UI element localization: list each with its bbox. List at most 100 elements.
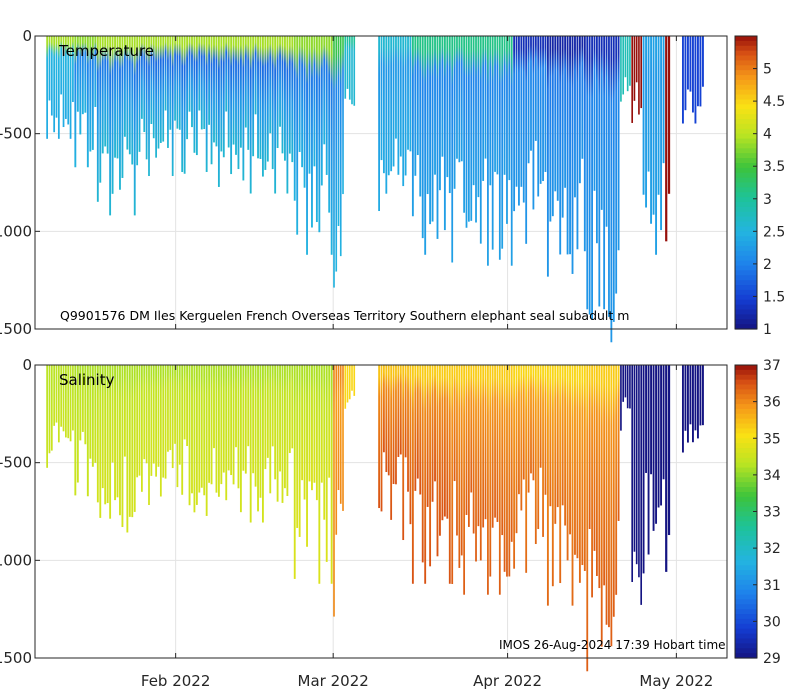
temperature-profile bbox=[554, 36, 557, 192]
salinity-profile bbox=[419, 365, 422, 495]
deployment-annotation: Q9901576 DM Iles Kerguelen French Overse… bbox=[60, 308, 629, 323]
salinity-profile bbox=[546, 365, 549, 606]
temperature-profile bbox=[544, 36, 547, 172]
temperature-profile bbox=[232, 36, 235, 145]
temperature-profile bbox=[660, 36, 663, 231]
temperature-panel: 0 -500 -1000 -1500 Temperature Q9901576 DM Il… bbox=[0, 27, 728, 343]
salinity-profile bbox=[689, 365, 692, 425]
temperature-colorbar-cell bbox=[735, 45, 757, 52]
salinity-profile bbox=[566, 365, 569, 561]
temperature-profile bbox=[106, 36, 109, 154]
salinity-profile bbox=[477, 365, 480, 527]
temperature-profile bbox=[193, 36, 196, 153]
salinity-profile bbox=[624, 365, 627, 398]
temperature-profile bbox=[470, 36, 473, 221]
salinity-profile bbox=[337, 365, 340, 491]
salinity-profile bbox=[104, 365, 107, 505]
temperature-profile bbox=[244, 36, 247, 128]
temperature-colorbar-cell bbox=[735, 162, 757, 169]
salinity-profile bbox=[205, 365, 208, 516]
salinity-colorbar-cell bbox=[735, 594, 757, 600]
salinity-profile bbox=[571, 365, 574, 606]
temperature-profile bbox=[145, 36, 148, 160]
salinity-colorbar-cell bbox=[735, 618, 757, 625]
temperature-colorbar-cell bbox=[735, 197, 757, 203]
temperature-profile bbox=[385, 36, 388, 194]
salinity-profile bbox=[230, 365, 233, 476]
temperature-profile bbox=[69, 36, 72, 139]
salinity-profile bbox=[491, 365, 494, 528]
xtick-label: Feb 2022 bbox=[141, 672, 211, 690]
salinity-profile bbox=[465, 365, 468, 515]
salinity-colorbar-cell bbox=[735, 521, 757, 527]
salinity-profile bbox=[496, 365, 499, 522]
temperature-profile bbox=[188, 36, 191, 112]
salinity-profile bbox=[612, 365, 615, 617]
salinity-profile bbox=[392, 365, 395, 484]
salinity-profile bbox=[247, 365, 250, 447]
temperature-profile bbox=[227, 36, 230, 148]
temperature-profile bbox=[116, 36, 119, 159]
temperature-profile bbox=[141, 36, 143, 119]
salinity-profile bbox=[215, 365, 218, 493]
salinity-profile bbox=[193, 365, 196, 513]
temperature-profile bbox=[281, 36, 284, 154]
salinity-profile bbox=[460, 365, 463, 556]
salinity-profile bbox=[208, 365, 211, 483]
salinity-profile bbox=[353, 365, 356, 396]
temperature-profile bbox=[645, 36, 648, 208]
salinity-profile bbox=[84, 365, 87, 445]
temperature-profile bbox=[198, 36, 201, 111]
temperature-profile bbox=[164, 36, 167, 111]
salinity-profile bbox=[467, 365, 470, 527]
temperature-profile bbox=[200, 36, 203, 130]
salinity-colorbar-cell bbox=[735, 379, 757, 386]
temperature-colorbar-cell bbox=[735, 319, 757, 325]
temperature-profile bbox=[546, 36, 549, 277]
salinity-colorbar-cell bbox=[735, 540, 757, 547]
salinity-colorbar-cell bbox=[735, 609, 757, 615]
temperature-colorbar-cell bbox=[735, 241, 757, 247]
temperature-profile bbox=[181, 36, 184, 173]
temperature-profile bbox=[426, 36, 429, 195]
temperature-profile bbox=[409, 36, 412, 152]
temperature-profile bbox=[155, 36, 157, 158]
temperature-colorbar-cell bbox=[735, 40, 757, 47]
temperature-profile bbox=[333, 36, 335, 288]
temperature-profile bbox=[489, 36, 492, 186]
salinity-profile bbox=[99, 365, 102, 518]
temperature-profile bbox=[578, 36, 581, 184]
temperature-profile bbox=[328, 36, 331, 213]
salinity-profile bbox=[378, 365, 380, 509]
temperature-profile bbox=[171, 36, 174, 177]
salinity-profile bbox=[200, 365, 203, 488]
temperature-profile bbox=[624, 36, 627, 78]
temperature-profile bbox=[684, 36, 687, 111]
temperature-profile bbox=[81, 36, 84, 115]
temperature-colorbar-label: 4.5 bbox=[763, 94, 785, 110]
salinity-profile bbox=[635, 365, 638, 565]
temperature-colorbar-cell bbox=[735, 50, 757, 57]
salinity-profile bbox=[217, 365, 220, 497]
salinity-profile bbox=[171, 365, 174, 469]
salinity-profile bbox=[133, 365, 136, 512]
salinity-profile bbox=[106, 365, 109, 504]
salinity-profile bbox=[665, 365, 668, 572]
temperature-profile bbox=[429, 36, 432, 225]
salinity-profile bbox=[561, 365, 564, 506]
temperature-colorbar-cell bbox=[735, 192, 757, 198]
temperature-profile bbox=[84, 36, 87, 113]
temperature-colorbar-cell bbox=[735, 114, 757, 120]
salinity-colorbar-cell bbox=[735, 472, 757, 478]
temperature-profile bbox=[510, 36, 513, 266]
salinity-profile bbox=[598, 365, 601, 589]
temperature-profile bbox=[390, 36, 393, 172]
salinity-profile bbox=[274, 365, 277, 480]
temperature-profile bbox=[610, 36, 613, 343]
salinity-profile bbox=[89, 365, 92, 459]
temperature-profile bbox=[419, 36, 422, 197]
salinity-profile bbox=[638, 365, 640, 578]
temperature-profile bbox=[57, 36, 60, 139]
temperature-profile bbox=[446, 36, 449, 178]
temperature-profile bbox=[665, 36, 668, 242]
